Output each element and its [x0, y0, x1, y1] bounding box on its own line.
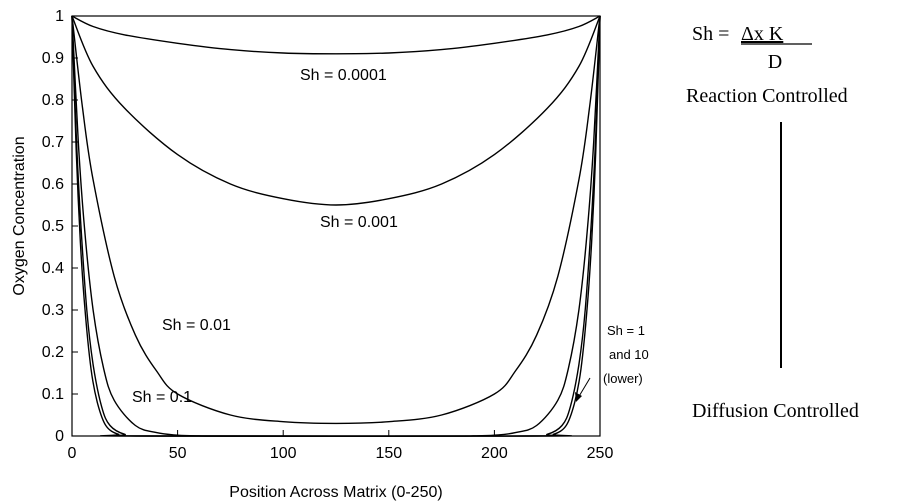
series-lines	[71, 15, 601, 437]
y-tick-label: 0.3	[42, 302, 64, 319]
y-tick-label: 0.4	[42, 260, 64, 277]
x-tick-label: 200	[481, 445, 508, 462]
x-tick-label: 150	[375, 445, 402, 462]
y-axis-title: Oxygen Concentration	[11, 136, 28, 295]
y-tick-label: 1	[55, 8, 64, 25]
x-tick-label: 250	[587, 445, 614, 462]
y-tick-label: 0.5	[42, 218, 64, 235]
curve-label-sh-0.0001: Sh = 0.0001	[300, 67, 387, 84]
curve-label-sh-1-and-10-line1: Sh = 1	[607, 323, 645, 338]
y-tick-label: 0.1	[42, 386, 64, 403]
y-tick-label: 0.7	[42, 134, 64, 151]
formula-numerator: Δx K	[741, 23, 784, 45]
curve-label-sh-0.01: Sh = 0.01	[162, 317, 231, 334]
plot-area: 0 0.1 0.2 0.3 0.4 0.5 0.6 0.7 0.8 0.9 1 0 50 100 150 2…	[42, 8, 614, 462]
series-line-0.01	[71, 15, 601, 425]
y-axis-ticks: 0 0.1 0.2 0.3 0.4 0.5 0.6 0.7 0.8 0.9 1	[42, 8, 78, 445]
reaction-controlled-label: Reaction Controlled	[686, 85, 848, 107]
curve-label-sh-0.1: Sh = 0.1	[132, 389, 192, 406]
curve-label-sh-1-and-10-line3: (lower)	[603, 371, 643, 386]
y-tick-label: 0	[55, 428, 64, 445]
curve-label-sh-0.001: Sh = 0.001	[320, 214, 398, 231]
y-tick-label: 0.9	[42, 50, 64, 67]
curve-label-sh-1-and-10-line2: and 10	[609, 347, 649, 362]
formula-denominator: D	[768, 51, 782, 73]
label-pointer-arrowhead	[575, 392, 582, 402]
x-tick-label: 50	[169, 445, 187, 462]
x-axis-title: Position Across Matrix (0-250)	[229, 484, 442, 501]
series-line-10	[71, 15, 601, 437]
x-axis-ticks: 0 50 100 150 200 250	[68, 430, 614, 462]
series-line-0.001	[71, 15, 601, 206]
series-line-0.0001	[71, 15, 601, 55]
formula-lhs: Sh =	[692, 23, 729, 45]
y-tick-label: 0.8	[42, 92, 64, 109]
y-tick-label: 0.6	[42, 176, 64, 193]
label-pointer-line	[577, 377, 591, 399]
y-tick-label: 0.2	[42, 344, 64, 361]
x-tick-label: 100	[270, 445, 297, 462]
diffusion-controlled-label: Diffusion Controlled	[692, 400, 859, 422]
x-tick-label: 0	[68, 445, 77, 462]
